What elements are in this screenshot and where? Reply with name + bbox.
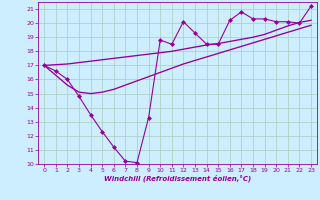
X-axis label: Windchill (Refroidissement éolien,°C): Windchill (Refroidissement éolien,°C) [104, 175, 251, 182]
